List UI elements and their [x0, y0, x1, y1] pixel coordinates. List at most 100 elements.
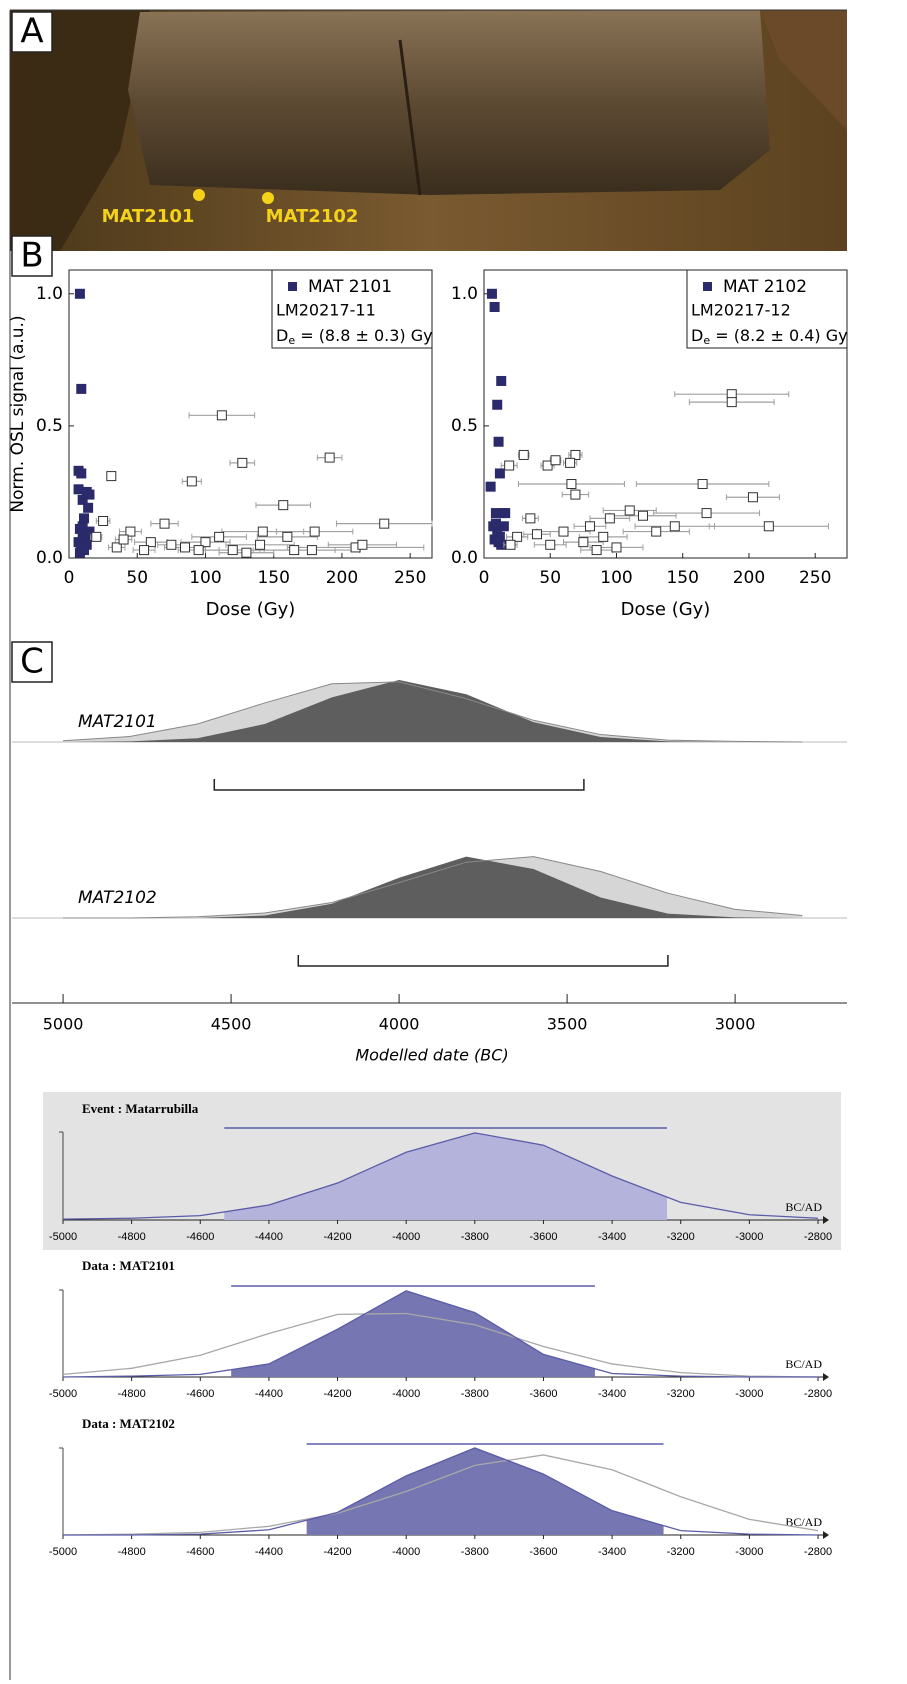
data-point [493, 436, 504, 447]
x-tick-label: 4500 [211, 1015, 252, 1034]
x-tick-label: -3200 [667, 1546, 695, 1558]
data-point [542, 460, 553, 471]
x-tick-label: -5000 [49, 1388, 77, 1400]
photo-crack [398, 39, 422, 196]
data-point [91, 531, 102, 542]
x-tick-label: -3000 [735, 1546, 763, 1558]
panel-letter-box [11, 235, 53, 277]
annotation: LM20217-12 [691, 301, 791, 320]
data-point [505, 539, 516, 550]
x-tick-label: -4000 [392, 1231, 420, 1243]
data-point [216, 410, 227, 421]
data-point [512, 531, 523, 542]
data-point [166, 539, 177, 550]
x-tick-label: -4600 [186, 1231, 214, 1243]
series-label: MAT2101 [78, 712, 157, 732]
x-axis-label: Dose (Gy) [206, 599, 296, 620]
x-tick-label: -4400 [255, 1231, 283, 1243]
data-point [214, 531, 225, 542]
sample-point [262, 192, 274, 204]
x-tick-label: -4200 [323, 1546, 351, 1558]
data-point [591, 545, 602, 556]
data-point [200, 537, 211, 548]
data-point [525, 513, 536, 524]
y-tick-label: 1.0 [36, 284, 63, 304]
data-point [159, 518, 170, 529]
data-point [500, 508, 511, 519]
x-tick-label: -3800 [461, 1388, 489, 1400]
data-point [77, 521, 88, 532]
annotation-symbol: D [691, 326, 703, 345]
y-tick-label: 0.5 [36, 416, 63, 436]
y-tick-label: 0.0 [36, 548, 63, 568]
data-point [111, 542, 122, 553]
x-tick-label: -3000 [735, 1231, 763, 1243]
data-point [550, 455, 561, 466]
x-tick-label: -4800 [118, 1546, 146, 1558]
x-tick-label: -4400 [255, 1388, 283, 1400]
x-tick-label: -3800 [461, 1231, 489, 1243]
data-point [84, 526, 95, 537]
x-tick-label: -4800 [118, 1231, 146, 1243]
data-point [504, 460, 515, 471]
data-point [584, 521, 595, 532]
photo-stone [128, 10, 770, 195]
plot-frame [68, 269, 433, 559]
legend-box [271, 269, 433, 349]
data-point [74, 547, 85, 558]
data-point [73, 484, 84, 495]
data-point [565, 457, 576, 468]
data-point [747, 492, 758, 503]
x-tick-label: -4000 [392, 1546, 420, 1558]
data-point [118, 534, 129, 545]
data-point [241, 547, 252, 558]
data-point [255, 539, 266, 550]
x-tick-label: -3200 [667, 1231, 695, 1243]
data-point [125, 526, 136, 537]
data-point [289, 545, 300, 556]
data-point [486, 288, 497, 299]
x-tick-label: 4000 [379, 1015, 420, 1034]
prior-line [63, 681, 803, 743]
annotation-text: = (8.8 ± 0.3) Gy [295, 326, 432, 345]
annotation-symbol: D [276, 326, 288, 345]
photo-wall-right [760, 10, 847, 130]
x-tick-label: 0 [64, 568, 75, 588]
photo-wall-left [10, 10, 150, 251]
annotation: De = (8.2 ± 0.4) Gy [691, 326, 848, 348]
x-tick-label: -4800 [118, 1388, 146, 1400]
annotation-text: = (8.2 ± 0.4) Gy [710, 326, 847, 345]
panel-title: Data : MAT2102 [82, 1416, 175, 1431]
x-tick-label: -3400 [598, 1546, 626, 1558]
legend-box [686, 269, 848, 349]
x-tick-label: 0 [479, 568, 490, 588]
data-point [570, 489, 581, 500]
x-tick-label: -4400 [255, 1546, 283, 1558]
x-tick-label: 100 [189, 568, 221, 588]
posterior-line [63, 1447, 819, 1536]
panel-letter: B [20, 236, 43, 276]
legend-marker [703, 282, 712, 291]
x-tick-label: -4200 [323, 1388, 351, 1400]
posterior-area [63, 680, 803, 742]
data-point [726, 397, 737, 408]
axis-arrow [823, 1531, 829, 1539]
photo-label: MAT2102 [266, 206, 359, 227]
data-point [566, 479, 577, 490]
data-point [701, 508, 712, 519]
data-point [309, 526, 320, 537]
x-tick-label: 3500 [547, 1015, 588, 1034]
prior-line [63, 856, 803, 919]
data-point [282, 531, 293, 542]
x-tick-label: -4000 [392, 1388, 420, 1400]
annotation: LM20217-11 [276, 301, 376, 320]
x-tick-label: -3600 [529, 1546, 557, 1558]
data-point [669, 521, 680, 532]
x-axis-label: Dose (Gy) [621, 599, 711, 620]
data-point [227, 545, 238, 556]
data-point [106, 471, 117, 482]
panel-title: Data : MAT2101 [82, 1258, 175, 1273]
annotation-subscript: e [288, 334, 295, 347]
x-tick-label: -5000 [49, 1231, 77, 1243]
data-point [545, 539, 556, 550]
